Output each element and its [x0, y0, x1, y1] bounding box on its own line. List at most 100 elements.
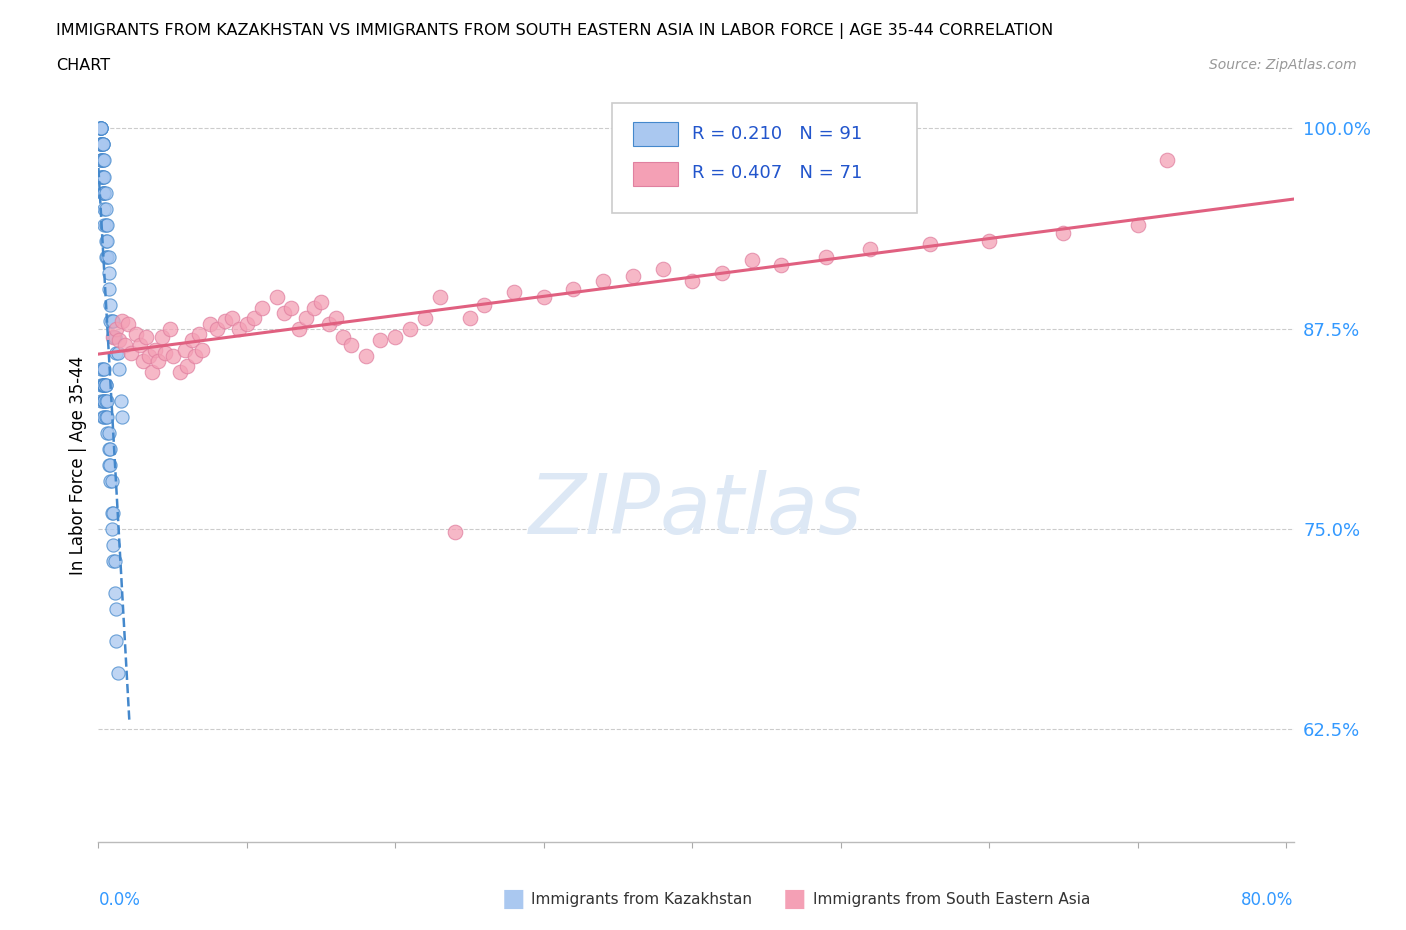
Point	[93, 393, 115, 408]
Point	[273, 305, 295, 320]
Point	[90, 153, 112, 168]
Point	[96, 393, 118, 408]
Point	[91, 378, 114, 392]
Point	[198, 316, 221, 331]
Point	[592, 273, 614, 288]
Point	[107, 666, 129, 681]
Point	[236, 316, 259, 331]
Point	[979, 233, 1001, 248]
Point	[191, 342, 214, 357]
Point	[173, 342, 195, 357]
Point	[91, 153, 114, 168]
Point	[384, 329, 406, 344]
Point	[205, 322, 228, 337]
Point	[399, 322, 422, 337]
Point	[91, 137, 114, 152]
Point	[354, 349, 377, 364]
Point	[101, 506, 124, 521]
Point	[96, 249, 118, 264]
Point	[143, 342, 166, 357]
Point	[250, 300, 273, 315]
Point	[107, 345, 129, 360]
Point	[621, 269, 644, 284]
Text: R = 0.210   N = 91: R = 0.210 N = 91	[692, 125, 863, 142]
Point	[533, 289, 555, 304]
Point	[266, 289, 288, 304]
Point	[105, 345, 128, 360]
Point	[90, 137, 112, 152]
Point	[105, 634, 128, 649]
Point	[90, 362, 112, 377]
Point	[150, 329, 173, 344]
Point	[90, 378, 112, 392]
Point	[141, 365, 163, 379]
Point	[93, 201, 115, 216]
Point	[105, 322, 128, 337]
Point	[413, 310, 436, 325]
Point	[370, 333, 392, 348]
Point	[184, 349, 207, 364]
Point	[146, 353, 169, 368]
Point	[90, 393, 112, 408]
Point	[98, 313, 121, 328]
Text: ZIPatlas: ZIPatlas	[529, 470, 863, 551]
Point	[93, 185, 115, 200]
Text: R = 0.407   N = 71: R = 0.407 N = 71	[692, 165, 863, 182]
Text: 0.0%: 0.0%	[98, 891, 141, 909]
Bar	[633, 122, 678, 146]
Point	[117, 316, 139, 331]
Point	[155, 345, 177, 360]
Point	[94, 233, 117, 248]
Point	[103, 506, 125, 521]
Point	[104, 329, 127, 344]
Point	[429, 289, 451, 304]
Point	[562, 281, 585, 296]
Point	[503, 285, 526, 299]
Point	[89, 137, 111, 152]
Text: ■: ■	[502, 887, 524, 911]
Text: Source: ZipAtlas.com: Source: ZipAtlas.com	[1209, 58, 1357, 72]
Point	[1156, 153, 1178, 168]
Point	[103, 329, 125, 344]
Point	[681, 273, 703, 288]
Point	[90, 169, 112, 184]
Point	[91, 409, 114, 424]
Text: ■: ■	[783, 887, 806, 911]
Point	[94, 393, 117, 408]
Point	[93, 153, 115, 168]
Point	[93, 169, 115, 184]
Point	[91, 169, 114, 184]
Point	[97, 458, 120, 472]
Point	[651, 262, 673, 277]
Point	[318, 316, 340, 331]
Point	[918, 236, 941, 251]
Point	[132, 353, 155, 368]
Point	[91, 362, 114, 377]
Point	[91, 378, 114, 392]
Point	[181, 333, 204, 348]
Point	[90, 121, 112, 136]
Point	[110, 393, 132, 408]
Text: 80.0%: 80.0%	[1241, 891, 1294, 909]
Point	[103, 538, 125, 552]
Point	[474, 298, 496, 312]
Point	[111, 313, 134, 328]
Point	[124, 326, 146, 341]
Point	[859, 241, 882, 256]
Point	[96, 409, 118, 424]
Point	[135, 329, 157, 344]
Point	[98, 473, 121, 488]
Point	[98, 442, 121, 457]
Point	[89, 121, 111, 136]
Point	[90, 153, 112, 168]
Point	[176, 358, 198, 373]
Point	[91, 185, 114, 200]
Point	[162, 349, 184, 364]
Point	[91, 137, 114, 152]
Point	[214, 313, 236, 328]
Point	[94, 217, 117, 232]
Point	[159, 322, 181, 337]
Point	[94, 378, 117, 392]
Point	[814, 249, 837, 264]
Point	[1126, 217, 1149, 232]
